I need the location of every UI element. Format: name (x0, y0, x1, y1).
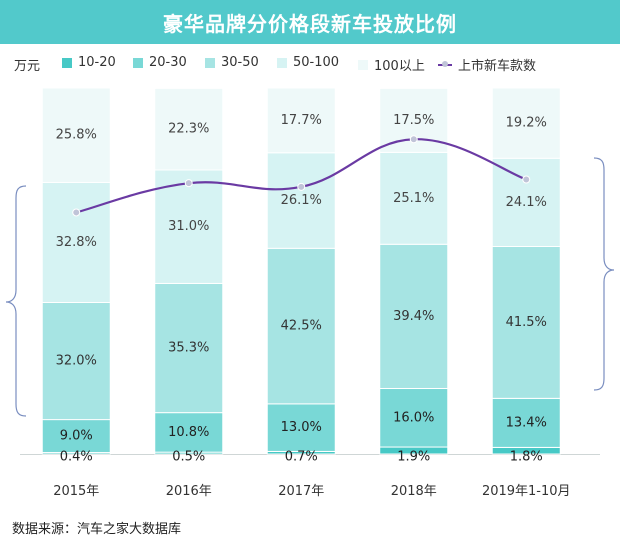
data-label-10-20-3: 1.9% (397, 450, 430, 465)
data-label-10-20-4: 1.8% (510, 450, 543, 465)
legend: 万元 10-20 20-30 30-50 50-100 100以上 上市新车款数 (0, 53, 620, 74)
bar-30-50-2 (266, 247, 336, 405)
data-label-100以上-4: 19.2% (506, 116, 547, 131)
data-label-100以上-0: 25.8% (56, 128, 97, 143)
legend-label-20-30: 20-30 (149, 55, 187, 70)
data-label-100以上-1: 22.3% (168, 122, 209, 137)
data-label-10-20-0: 0.4% (60, 450, 93, 465)
bar-20-30-4 (491, 397, 561, 448)
data-label-100以上-2: 17.7% (281, 113, 322, 128)
data-label-30-50-4: 41.5% (506, 315, 547, 330)
bar-100以上-4 (491, 87, 561, 159)
data-label-50-100-0: 32.8% (56, 235, 97, 250)
bar-100以上-1 (154, 87, 224, 171)
unit-label: 万元 (14, 59, 41, 74)
data-label-100以上-3: 17.5% (393, 113, 434, 128)
bar-100以上-2 (266, 87, 336, 154)
legend-item-50-100: 50-100 (277, 55, 339, 70)
chart-title: 豪华品牌分价格段新车投放比例 (0, 0, 620, 44)
data-label-30-50-1: 35.3% (168, 341, 209, 356)
bar-20-30-2 (266, 403, 336, 452)
bar-30-50-0 (41, 301, 111, 421)
bar-30-50-3 (379, 243, 449, 389)
legend-swatch-20-30 (133, 57, 143, 68)
legend-label-10-20: 10-20 (78, 55, 116, 70)
data-label-10-20-2: 0.7% (285, 450, 318, 465)
bar-50-100-0 (41, 181, 111, 303)
data-label-20-30-1: 10.8% (168, 425, 209, 440)
data-label-50-100-3: 25.1% (393, 191, 434, 206)
left-brace (5, 185, 27, 417)
legend-label-100plus: 100以上 (374, 59, 425, 74)
data-label-50-100-1: 31.0% (168, 219, 209, 234)
line-point-3 (409, 135, 418, 144)
x-tick-label: 2017年 (278, 484, 324, 499)
data-label-20-30-2: 13.0% (281, 420, 322, 435)
line-point-0 (72, 208, 81, 217)
data-label-30-50-2: 42.5% (281, 319, 322, 334)
bar-20-30-1 (154, 412, 224, 453)
x-tick-label: 2019年1-10月 (482, 484, 571, 499)
data-label-50-100-4: 24.1% (506, 195, 547, 210)
line-point-2 (297, 182, 306, 191)
line-point-4 (522, 175, 531, 184)
data-source: 数据来源：汽车之家大数据库 (12, 522, 182, 537)
legend-label-30-50: 30-50 (221, 55, 259, 70)
legend-item-30-50: 30-50 (205, 55, 259, 70)
legend-line-icon (438, 60, 452, 67)
x-tick-label: 2016年 (166, 484, 212, 499)
data-label-20-30-3: 16.0% (393, 410, 434, 425)
bar-50-100-4 (491, 157, 561, 247)
legend-item-new-models: 上市新车款数 (438, 55, 536, 74)
legend-item-100plus: 100以上 (358, 55, 425, 74)
bar-50-100-3 (379, 151, 449, 245)
legend-label-new-models: 上市新车款数 (458, 59, 537, 74)
line-point-1 (184, 179, 193, 188)
bar-50-100-1 (154, 169, 224, 284)
data-label-20-30-4: 13.4% (506, 415, 547, 430)
bar-20-30-0 (41, 419, 111, 454)
legend-item-10-20: 10-20 (62, 55, 116, 70)
legend-item-20-30: 20-30 (133, 55, 187, 70)
data-label-30-50-0: 32.0% (56, 354, 97, 369)
legend-swatch-30-50 (205, 57, 215, 68)
data-label-20-30-0: 9.0% (60, 429, 93, 444)
legend-label-50-100: 50-100 (293, 55, 340, 70)
right-brace (593, 157, 615, 391)
bar-30-50-4 (491, 245, 561, 399)
bar-50-100-2 (266, 152, 336, 249)
legend-swatch-50-100 (277, 57, 287, 68)
x-tick-label: 2018年 (391, 484, 437, 499)
data-label-30-50-3: 39.4% (393, 309, 434, 324)
legend-swatch-100plus (358, 59, 368, 70)
bar-100以上-0 (41, 87, 111, 183)
bar-30-50-1 (154, 282, 224, 414)
x-tick-label: 2015年 (53, 484, 99, 499)
data-label-50-100-2: 26.1% (281, 193, 322, 208)
data-label-10-20-1: 0.5% (172, 450, 205, 465)
legend-swatch-10-20 (62, 57, 72, 68)
